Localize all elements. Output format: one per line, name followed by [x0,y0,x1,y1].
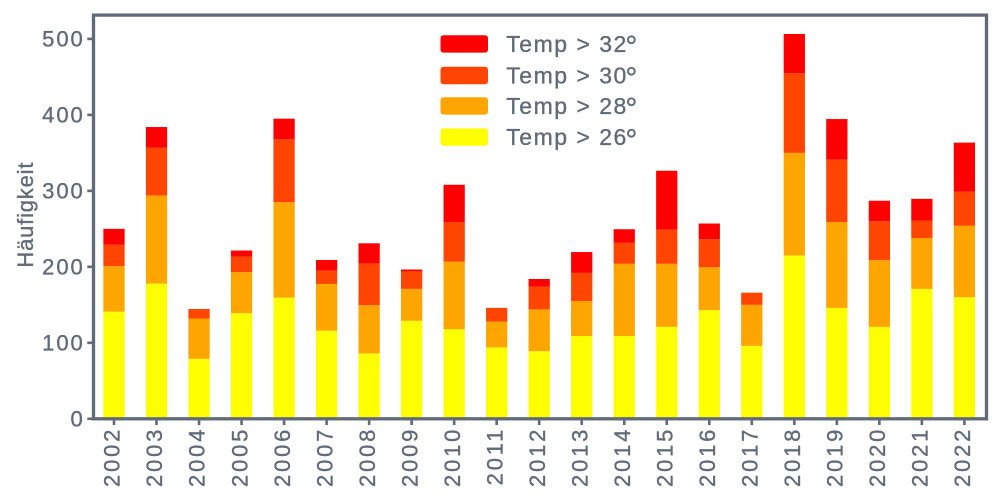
svg-text:0: 0 [71,406,85,431]
svg-text:500: 500 [42,27,85,52]
svg-text:2005: 2005 [227,427,252,487]
svg-text:2006: 2006 [270,427,295,487]
svg-text:2003: 2003 [142,427,167,487]
svg-text:2016: 2016 [695,427,720,487]
svg-text:2004: 2004 [185,427,210,487]
svg-text:2018: 2018 [780,427,805,487]
svg-text:2019: 2019 [823,427,848,487]
svg-text:2009: 2009 [397,427,422,487]
svg-text:200: 200 [42,254,85,279]
svg-text:2022: 2022 [950,427,975,487]
svg-text:100: 100 [42,330,85,355]
svg-text:2012: 2012 [525,427,550,487]
svg-text:2020: 2020 [865,427,890,487]
svg-text:300: 300 [42,178,85,203]
svg-text:2002: 2002 [100,427,125,487]
svg-text:2007: 2007 [312,427,337,487]
svg-text:2013: 2013 [567,427,592,487]
svg-text:2017: 2017 [738,427,763,487]
svg-text:2008: 2008 [355,427,380,487]
svg-text:2021: 2021 [908,427,933,487]
svg-text:2014: 2014 [610,427,635,487]
svg-text:Häufigkeit: Häufigkeit [13,162,38,268]
svg-text:2011: 2011 [482,427,507,486]
svg-text:2010: 2010 [440,427,465,487]
svg-text:400: 400 [42,102,85,127]
svg-text:2015: 2015 [652,427,677,487]
